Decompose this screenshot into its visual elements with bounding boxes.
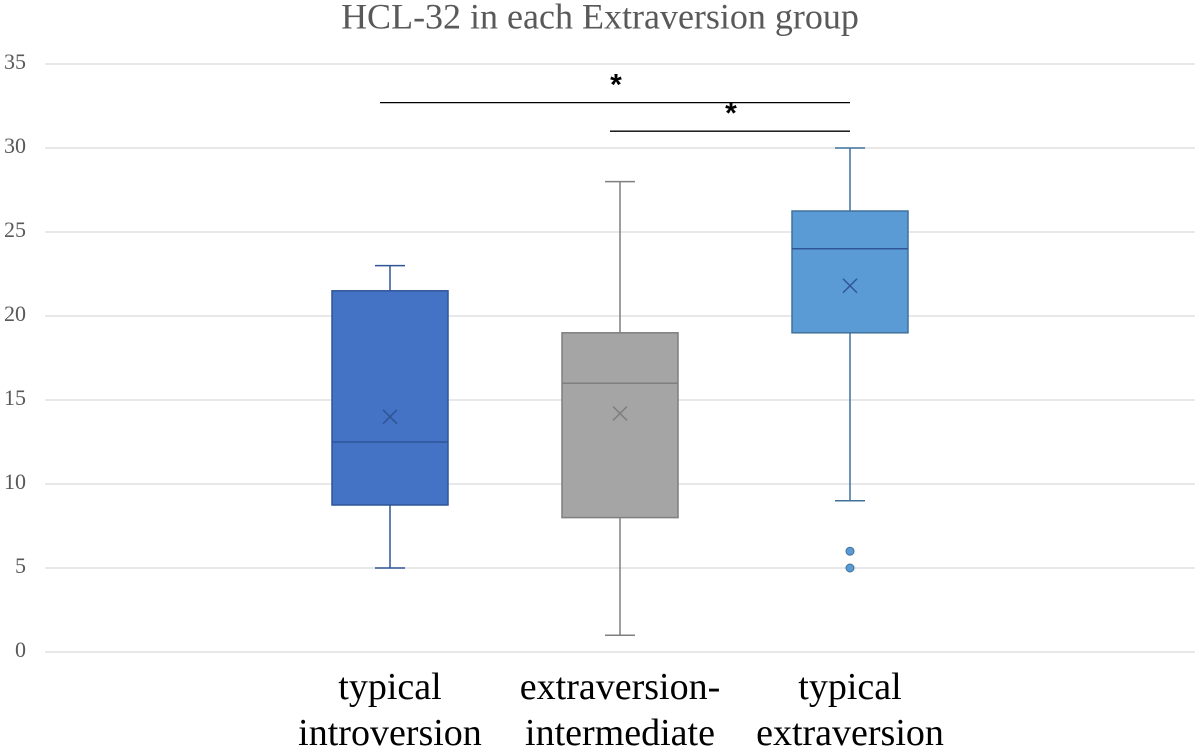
significance-label: * — [610, 69, 622, 102]
y-tick-label: 35 — [4, 49, 26, 74]
outlier — [845, 563, 855, 573]
y-tick-label: 0 — [15, 637, 26, 662]
y-tick-label: 10 — [4, 469, 26, 494]
chart-title: HCL-32 in each Extraversion group — [341, 0, 859, 36]
box — [331, 290, 449, 506]
mean-marker — [612, 405, 628, 421]
y-tick-label: 15 — [4, 385, 26, 410]
y-tick-label: 25 — [4, 217, 26, 242]
x-tick-label: typical extraversion — [756, 666, 944, 746]
x-tick-label: extraversion-intermediate — [519, 666, 721, 746]
x-tick-label: typical introversion — [298, 666, 482, 746]
outlier — [845, 546, 855, 556]
y-tick-label: 30 — [4, 133, 26, 158]
y-tick-label: 20 — [4, 301, 26, 326]
box — [791, 210, 909, 334]
y-tick-label: 5 — [15, 553, 26, 578]
mean-marker — [842, 278, 858, 294]
mean-marker — [382, 409, 398, 425]
box — [561, 332, 679, 519]
significance-label: * — [725, 97, 737, 130]
